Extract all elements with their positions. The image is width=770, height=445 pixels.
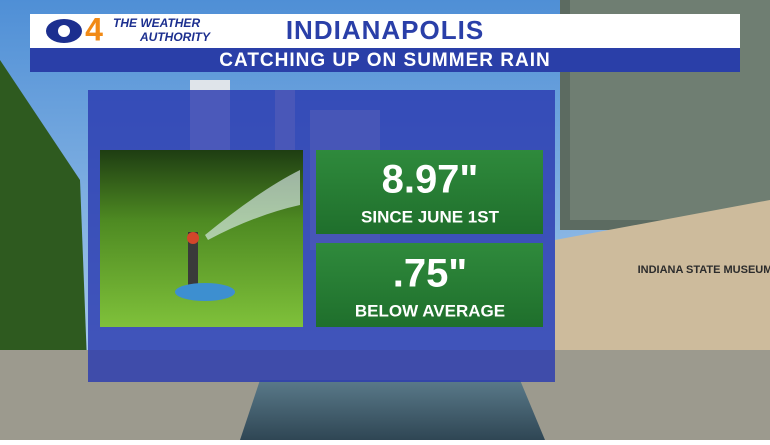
logo: 4 THE WEATHER AUTHORITY xyxy=(46,11,211,47)
title: INDIANAPOLIS xyxy=(286,15,484,45)
stat-label: BELOW AVERAGE xyxy=(355,301,505,320)
brand-line: AUTHORITY xyxy=(139,30,211,44)
subtitle-bar xyxy=(30,48,740,72)
channel-number: 4 xyxy=(85,11,103,47)
stat-label: SINCE JUNE 1ST xyxy=(361,207,500,226)
subtitle: CATCHING UP ON SUMMER RAIN xyxy=(219,50,550,71)
stat-box xyxy=(316,150,543,234)
building-sign: INDIANA STATE MUSEUM xyxy=(638,264,770,276)
photo xyxy=(100,150,303,327)
stat-value: 8.97" xyxy=(382,158,479,202)
stat-box xyxy=(316,243,543,327)
brand-line: THE WEATHER xyxy=(113,16,200,30)
stat-value: .75" xyxy=(393,252,468,296)
header-bar xyxy=(30,14,740,48)
